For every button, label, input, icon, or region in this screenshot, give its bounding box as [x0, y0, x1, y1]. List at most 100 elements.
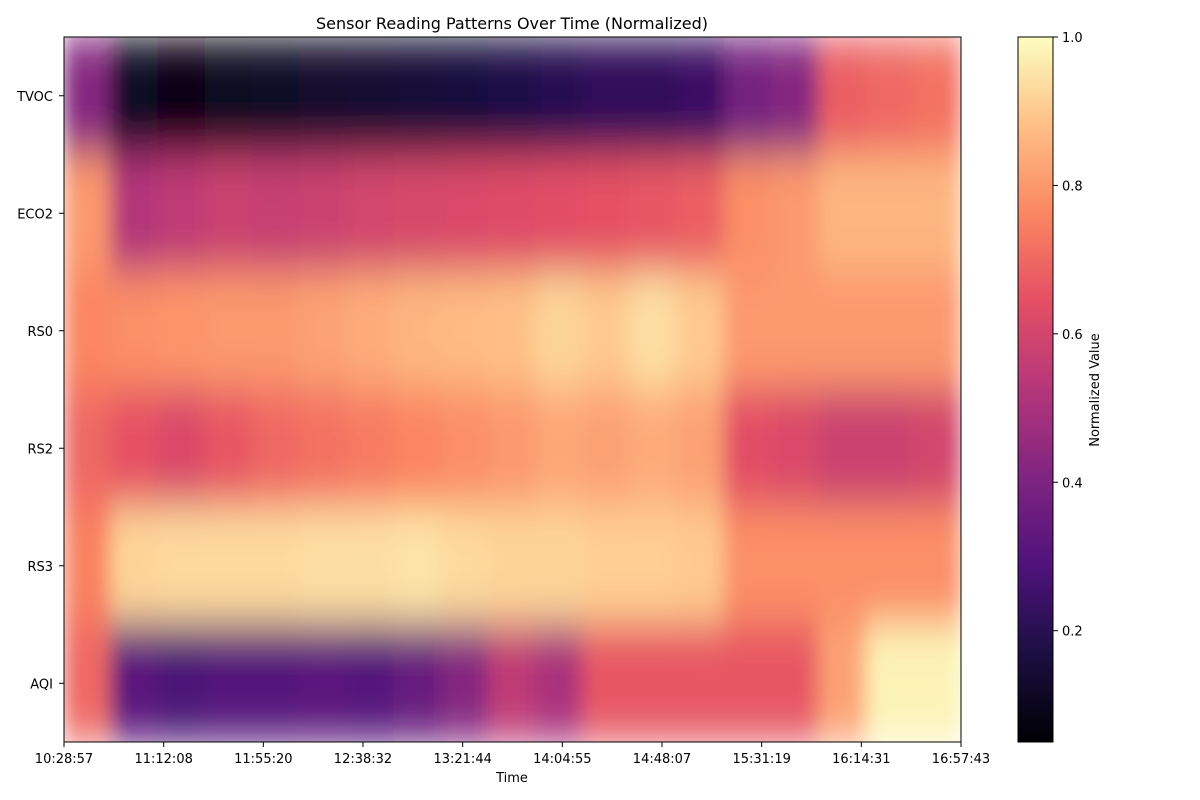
- heatmap-cell: [204, 506, 254, 626]
- heatmap-cell: [535, 623, 585, 742]
- heatmap-cell: [346, 506, 396, 626]
- heatmap-cell: [64, 271, 113, 391]
- heatmap-cell: [110, 623, 160, 742]
- heatmap-cell: [582, 37, 632, 156]
- heatmap-cell: [157, 623, 207, 742]
- x-axis-label: Time: [495, 771, 528, 786]
- heatmap-cell: [723, 388, 774, 508]
- heatmap-cell: [251, 153, 302, 273]
- heatmap-cell: [251, 623, 302, 742]
- heatmap-cell: [299, 506, 349, 626]
- heatmap-cell: [157, 506, 207, 626]
- colorbar-tick-label: 0.4: [1062, 476, 1083, 491]
- heatmap-cell: [299, 153, 349, 273]
- heatmap-cell: [582, 271, 632, 391]
- colorbar-axis: 0.2 0.4 0.6 0.8 1.0: [1053, 31, 1083, 640]
- heatmap-cell: [110, 271, 160, 391]
- heatmap-cell: [110, 506, 160, 626]
- heatmap-cell: [346, 271, 396, 391]
- heatmap-cell: [204, 271, 254, 391]
- heatmap-cell: [299, 623, 349, 742]
- heatmap-cell: [299, 37, 349, 156]
- heatmap-cell: [487, 388, 538, 508]
- heatmap-cell: [771, 271, 821, 391]
- heatmap-cell: [299, 388, 349, 508]
- heatmap-cell: [440, 388, 490, 508]
- heatmap-cell: [912, 506, 961, 626]
- heatmap-cell: [723, 37, 774, 156]
- heatmap-cell: [723, 271, 774, 391]
- heatmap-cell: [771, 153, 821, 273]
- y-tick-label: RS0: [27, 325, 53, 340]
- heatmap-cell: [582, 506, 632, 626]
- heatmap-cells-group: [64, 37, 961, 742]
- heatmap-cell: [251, 388, 302, 508]
- heatmap-cell: [440, 623, 490, 742]
- heatmap-cell: [393, 271, 443, 391]
- colorbar-tick-label: 0.6: [1062, 328, 1083, 343]
- heatmap-cell: [676, 506, 726, 626]
- heatmap-cell: [582, 623, 632, 742]
- heatmap-cell: [157, 153, 207, 273]
- heatmap-cell: [487, 506, 538, 626]
- heatmap-cell: [818, 506, 868, 626]
- heatmap-cell: [393, 623, 443, 742]
- heatmap-cell: [487, 623, 538, 742]
- y-axis: TVOC ECO2 RS0 RS2 RS3 AQI: [16, 90, 64, 692]
- heatmap-cell: [912, 153, 961, 273]
- x-tick-label: 16:57:43: [932, 752, 990, 767]
- heatmap-cell: [629, 37, 679, 156]
- heatmap-cell: [64, 623, 113, 742]
- heatmap-cell: [676, 623, 726, 742]
- heatmap-cell: [723, 623, 774, 742]
- heatmap-cell: [912, 388, 961, 508]
- colorbar-tick-label: 1.0: [1062, 31, 1083, 46]
- heatmap-cell: [204, 37, 254, 156]
- heatmap-cell: [110, 153, 160, 273]
- heatmap-cell: [393, 37, 443, 156]
- x-tick-label: 10:28:57: [35, 752, 93, 767]
- heatmap-cell: [912, 271, 961, 391]
- heatmap-cell: [440, 37, 490, 156]
- heatmap-cell: [393, 506, 443, 626]
- heatmap-cell: [487, 271, 538, 391]
- heatmap-cell: [346, 623, 396, 742]
- heatmap-cell: [346, 153, 396, 273]
- heatmap-cell: [771, 388, 821, 508]
- y-tick-label: ECO2: [17, 207, 53, 222]
- chart-title: Sensor Reading Patterns Over Time (Norma…: [316, 14, 708, 33]
- heatmap-cell: [676, 271, 726, 391]
- heatmap-cell: [865, 506, 915, 626]
- heatmap-cell: [771, 506, 821, 626]
- heatmap-cell: [818, 623, 868, 742]
- heatmap-cell: [865, 623, 915, 742]
- heatmap-cell: [723, 506, 774, 626]
- heatmap-cell: [110, 388, 160, 508]
- y-tick-label: TVOC: [16, 90, 53, 105]
- heatmap-cell: [582, 388, 632, 508]
- heatmap-cell: [676, 388, 726, 508]
- heatmap-cell: [204, 153, 254, 273]
- heatmap-cell: [251, 271, 302, 391]
- heatmap-cell: [535, 271, 585, 391]
- heatmap-cell: [440, 271, 490, 391]
- y-tick-label: RS3: [27, 560, 53, 575]
- heatmap-cell: [110, 37, 160, 156]
- heatmap-cell: [912, 37, 961, 156]
- heatmap-cell: [676, 153, 726, 273]
- colorbar: [1017, 36, 1054, 743]
- heatmap-cell: [723, 153, 774, 273]
- heatmap-cell: [64, 37, 113, 156]
- heatmap-cell: [771, 37, 821, 156]
- heatmap-cell: [64, 388, 113, 508]
- x-axis: 10:28:57 11:12:08 11:55:20 12:38:32 13:21:44…: [35, 742, 990, 767]
- heatmap-cell: [912, 623, 961, 742]
- x-tick-label: 12:38:32: [334, 752, 392, 767]
- x-tick-label: 11:55:20: [234, 752, 292, 767]
- heatmap-cell: [535, 153, 585, 273]
- heatmap-cell: [865, 37, 915, 156]
- heatmap-cell: [346, 37, 396, 156]
- heatmap-cell: [865, 271, 915, 391]
- colorbar-tick-label: 0.8: [1062, 179, 1083, 194]
